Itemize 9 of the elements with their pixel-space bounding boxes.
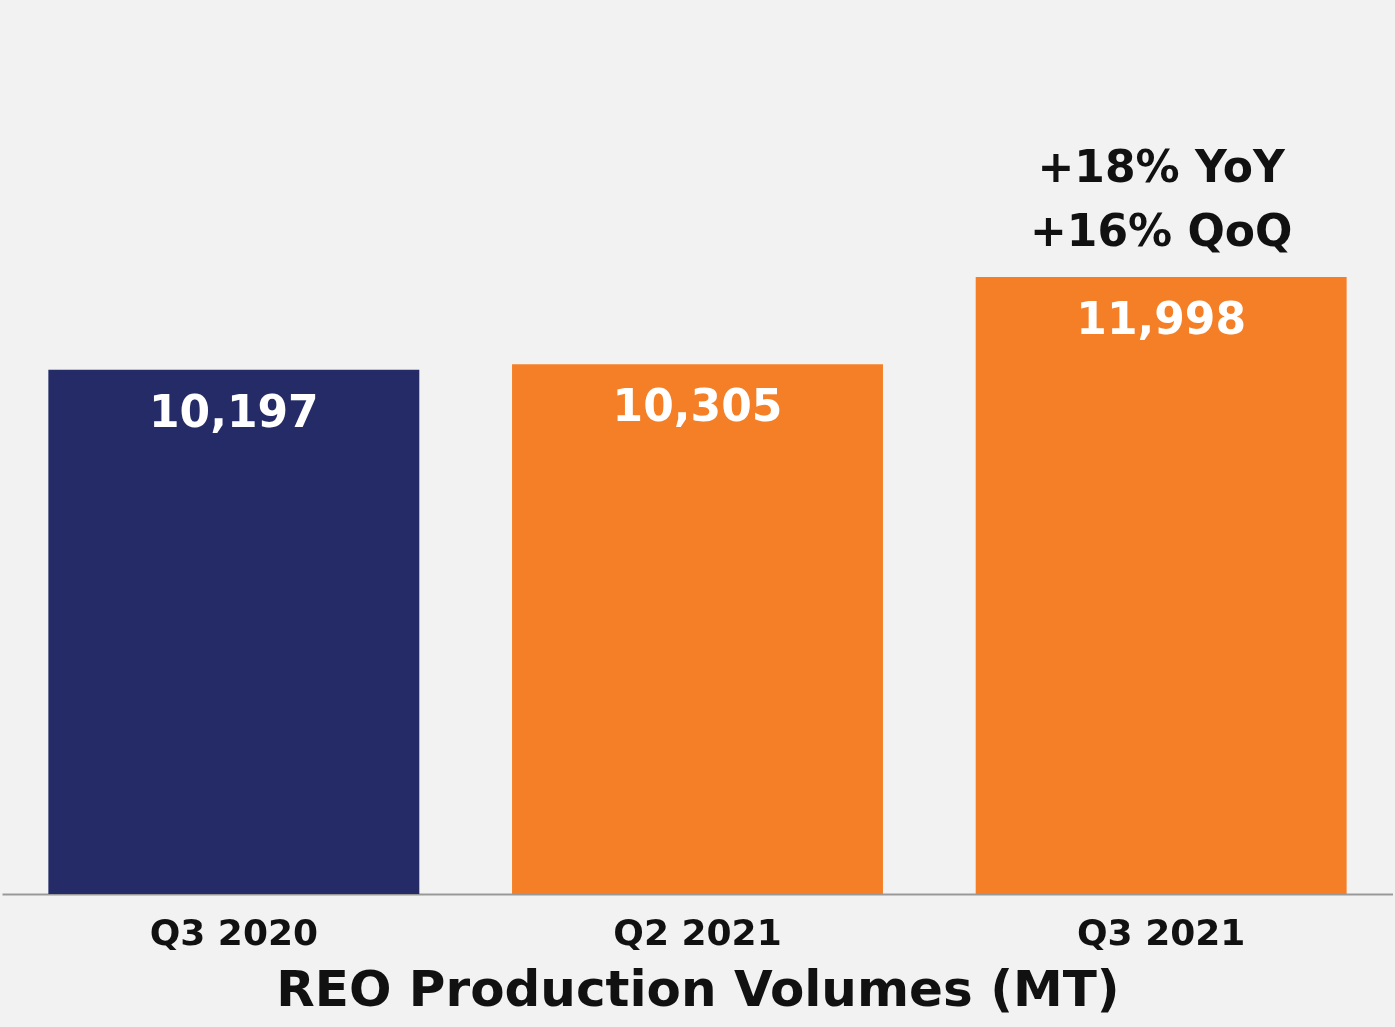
x-tick-label: Q3 2021 [1076,911,1246,953]
annotation: +18% YoY [1037,141,1287,193]
data-label: 10,305 [612,380,783,432]
x-axis-title: REO Production Volumes (MT) [276,959,1120,1018]
data-label: 10,197 [148,385,319,437]
x-tick-label: Q3 2020 [149,911,319,953]
annotation: +16% QoQ [1029,205,1293,257]
x-tick-label: Q2 2021 [613,911,782,953]
data-label: 11,998 [1076,293,1247,345]
